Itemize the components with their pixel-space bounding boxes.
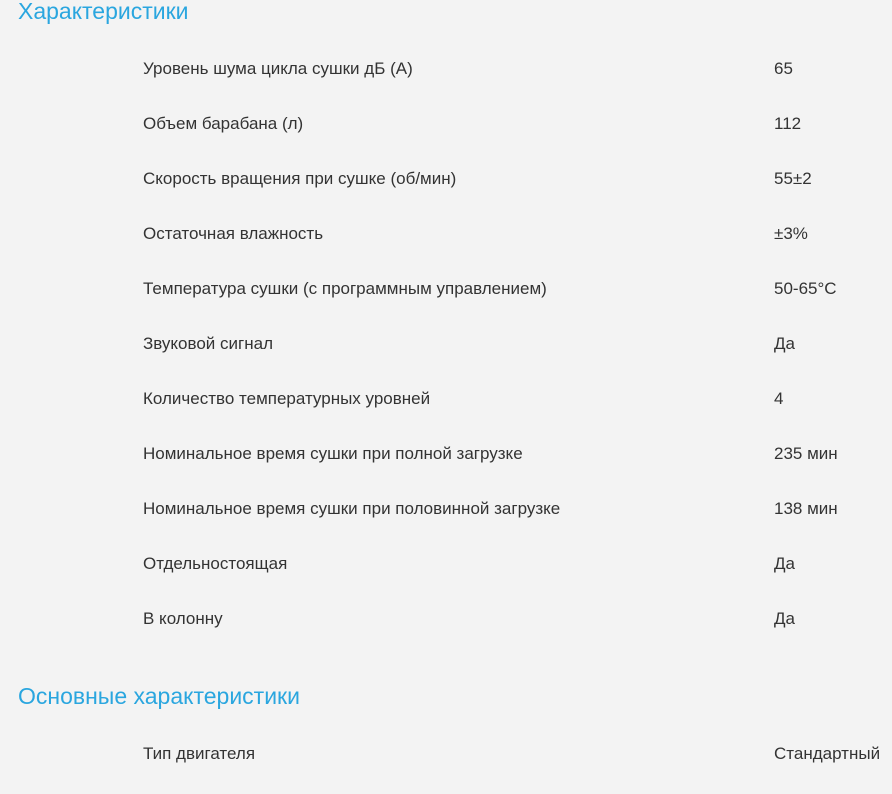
- spec-value: Да: [774, 333, 795, 353]
- spec-row: Номинальное время сушки при половинной з…: [0, 481, 892, 536]
- spec-table-main-characteristics: Тип двигателя Стандартный: [0, 726, 892, 781]
- spec-label: Объем барабана (л): [143, 113, 304, 133]
- spec-label: Уровень шума цикла сушки дБ (А): [143, 58, 413, 78]
- spec-value: 138 мин: [774, 498, 838, 518]
- spec-label: Отдельностоящая: [143, 553, 288, 573]
- spec-label: Номинальное время сушки при полной загру…: [143, 443, 523, 463]
- spec-label: Температура сушки (с программным управле…: [143, 278, 547, 298]
- spec-label: Тип двигателя: [143, 743, 256, 763]
- spec-value: ±3%: [774, 223, 808, 243]
- spec-row: Тип двигателя Стандартный: [0, 726, 892, 781]
- spec-label: Остаточная влажность: [143, 223, 324, 243]
- spec-table-characteristics: Уровень шума цикла сушки дБ (А) 65 Объем б…: [0, 41, 892, 646]
- spec-value: Да: [774, 553, 795, 573]
- section-title-characteristics: Характеристики: [18, 0, 189, 24]
- section-title-main-characteristics: Основные характеристики: [18, 683, 300, 709]
- spec-label: Номинальное время сушки при половинной з…: [143, 498, 561, 518]
- spec-row: Уровень шума цикла сушки дБ (А) 65: [0, 41, 892, 96]
- spec-row: Звуковой сигнал Да: [0, 316, 892, 371]
- spec-row: Температура сушки (с программным управле…: [0, 261, 892, 316]
- spec-label: Количество температурных уровней: [143, 388, 431, 408]
- spec-row: Номинальное время сушки при полной загру…: [0, 426, 892, 481]
- spec-value: Да: [774, 608, 795, 628]
- spec-value: 235 мин: [774, 443, 838, 463]
- spec-label: В колонну: [143, 608, 223, 628]
- spec-label: Звуковой сигнал: [143, 333, 273, 353]
- spec-label: Скорость вращения при сушке (об/мин): [143, 168, 457, 188]
- spec-row: Остаточная влажность ±3%: [0, 206, 892, 261]
- spec-row: Объем барабана (л) 112: [0, 96, 892, 151]
- spec-value: 4: [774, 388, 784, 408]
- spec-row: Количество температурных уровней 4: [0, 371, 892, 426]
- spec-value: Стандартный: [774, 743, 881, 763]
- spec-value: 65: [774, 58, 793, 78]
- spec-row: В колонну Да: [0, 591, 892, 646]
- spec-row: Скорость вращения при сушке (об/мин) 55±2: [0, 151, 892, 206]
- spec-value: 112: [774, 113, 802, 133]
- spec-row: Отдельностоящая Да: [0, 536, 892, 591]
- spec-value: 50-65°C: [774, 278, 837, 298]
- spec-value: 55±2: [774, 168, 812, 188]
